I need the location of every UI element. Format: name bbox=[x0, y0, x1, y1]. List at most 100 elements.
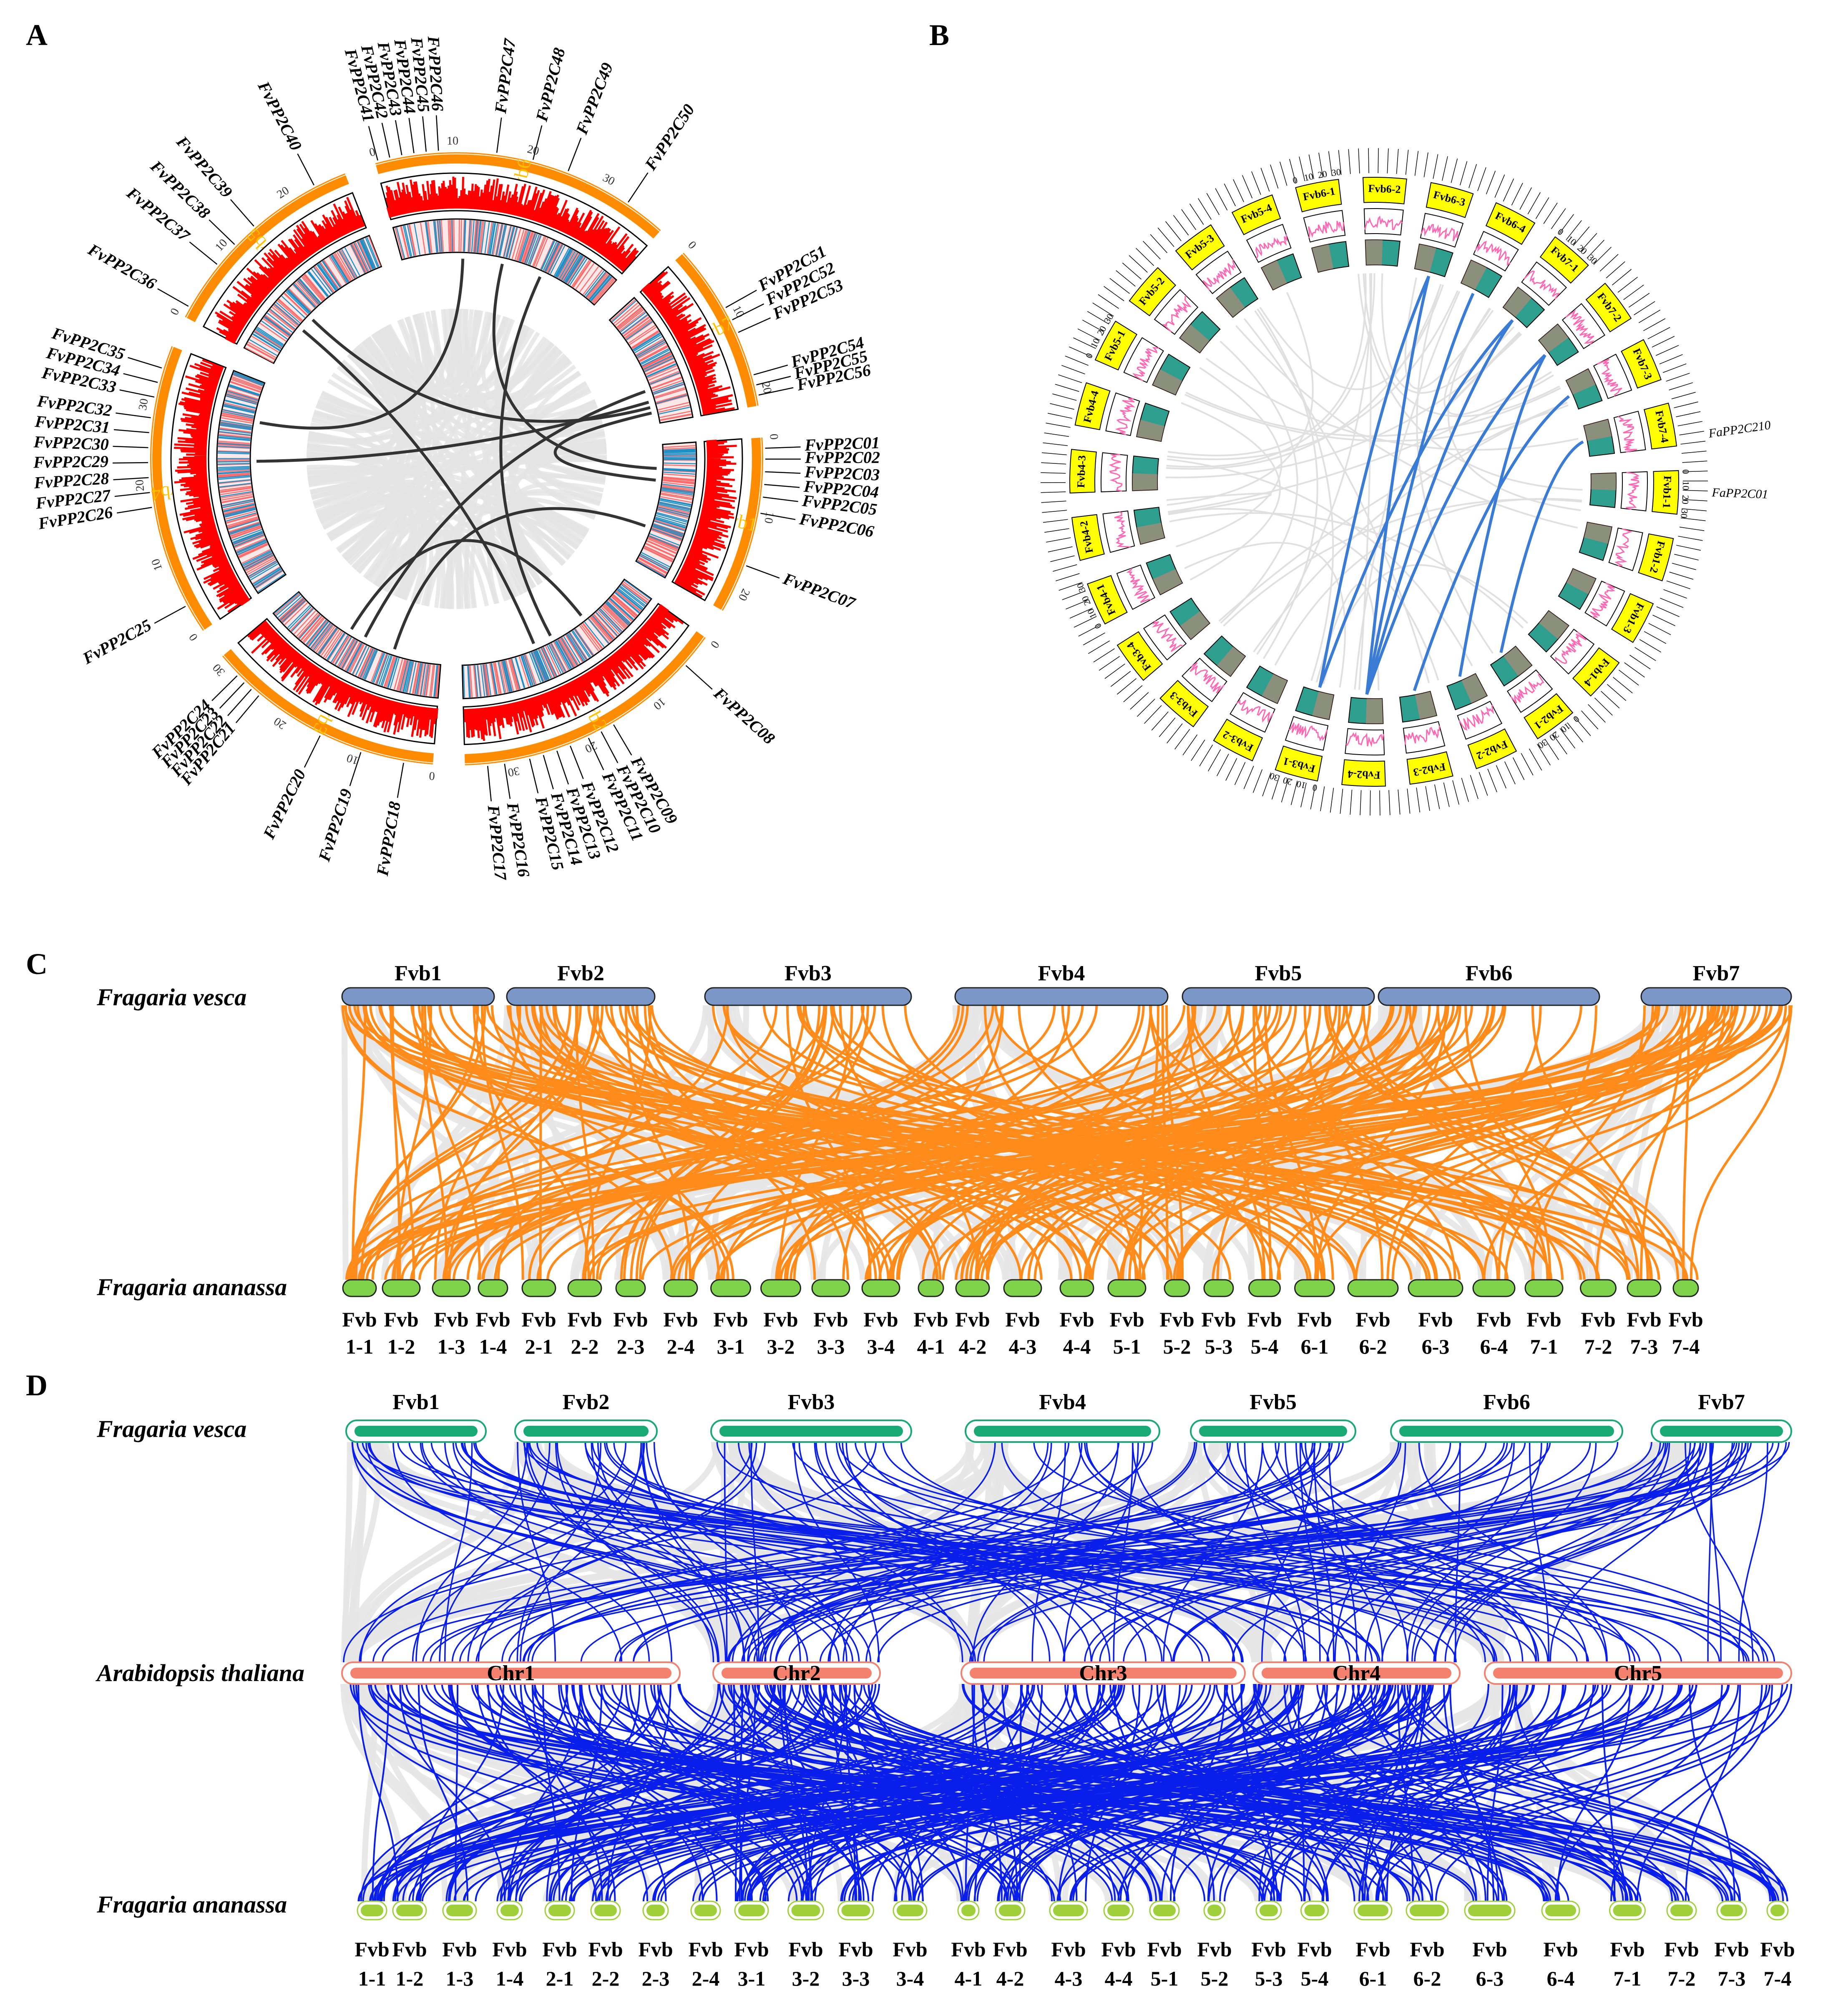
bottom-chromosome-bar bbox=[1294, 1279, 1335, 1297]
segmental-duplication-link bbox=[1318, 319, 1514, 688]
synteny-link bbox=[575, 1005, 595, 1280]
gene-leader-line bbox=[1529, 748, 1542, 771]
heatmap-overlay bbox=[1179, 324, 1210, 353]
synteny-link bbox=[448, 1684, 661, 1902]
top-chromosome-bar bbox=[974, 1426, 1151, 1437]
background-link bbox=[1167, 273, 1367, 456]
bottom-chromosome-sublabel: 2-4 bbox=[667, 1335, 695, 1358]
gene-leader-line bbox=[1206, 193, 1220, 215]
background-link bbox=[510, 399, 596, 579]
synteny-link bbox=[1453, 1442, 1691, 1663]
heatmap-overlay bbox=[1152, 569, 1183, 595]
background-link bbox=[1447, 307, 1581, 511]
synteny-link bbox=[974, 1684, 1043, 1902]
bottom-chromosome-bar bbox=[1164, 1279, 1190, 1297]
gene-leader-line bbox=[1659, 354, 1683, 365]
gene-leader-line bbox=[1157, 227, 1174, 247]
panel-d-bottom-species: Fragaria ananassa bbox=[96, 1891, 287, 1918]
synteny-link bbox=[965, 1684, 975, 1902]
heatmap-overlay bbox=[1461, 673, 1487, 704]
synteny-link bbox=[986, 1005, 1245, 1280]
bottom-chromosome-bar bbox=[1472, 1279, 1516, 1297]
chromosome-box bbox=[1524, 693, 1574, 740]
chromosome-Fvb5-1: Fvb5-1 bbox=[1094, 320, 1191, 396]
chromosome-Fvb6-1: Fvb6-1 bbox=[1295, 179, 1350, 273]
tick-label: 30 bbox=[1586, 252, 1599, 266]
gene-leader-line bbox=[1543, 202, 1558, 224]
synteny-link bbox=[596, 1005, 1003, 1280]
gene-leader-line bbox=[1308, 154, 1314, 179]
chromosome-box bbox=[1638, 533, 1674, 581]
synteny-link bbox=[761, 1442, 1402, 1663]
density-frame bbox=[1550, 629, 1595, 675]
synteny-link bbox=[520, 1684, 1788, 1902]
gene-leader-line bbox=[1680, 440, 1706, 445]
gene-label: FvPP2C25 bbox=[79, 615, 154, 668]
synteny-link bbox=[467, 1442, 766, 1663]
synteny-link bbox=[1244, 1442, 1306, 1663]
chromosome-Fvb5-2: Fvb5-2 bbox=[1129, 267, 1221, 354]
heatmap-red-marks bbox=[218, 373, 283, 589]
segmental-duplication-link bbox=[1413, 395, 1570, 691]
bottom-chromosome-label: Fvb bbox=[1355, 1308, 1390, 1331]
bottom-chromosome-bar bbox=[1410, 1905, 1445, 1916]
gene-leader-line bbox=[1682, 461, 1707, 463]
chromosome-box bbox=[1572, 647, 1620, 697]
panel-b-circos: B Fvb1-1Fvb1-2Fvb1-3Fvb1-4Fvb2-1Fvb2-2Fv… bbox=[929, 18, 1772, 815]
synteny-link bbox=[369, 1684, 1376, 1902]
heatmap-overlay bbox=[1539, 610, 1569, 639]
mid-chromosome-label: Chr4 bbox=[1333, 1661, 1381, 1685]
gene-leader-line bbox=[1503, 178, 1514, 202]
chromosome-Fvb1-1: Fvb1-1 bbox=[1589, 470, 1679, 515]
background-link bbox=[1166, 284, 1442, 470]
synteny-link bbox=[1685, 1442, 1754, 1663]
gene-leader-line bbox=[1078, 624, 1101, 637]
synteny-link bbox=[1483, 1005, 1793, 1280]
background-link bbox=[1181, 402, 1281, 581]
background-link bbox=[1169, 512, 1524, 629]
gene-leader-line bbox=[1644, 631, 1667, 644]
bottom-chromosome-sublabel: 6-1 bbox=[1301, 1335, 1329, 1358]
synteny-link bbox=[1345, 1005, 1686, 1280]
gene-leader-line bbox=[1043, 519, 1068, 523]
gene-density-histogram bbox=[674, 439, 737, 598]
tick-label: 20 bbox=[1317, 169, 1328, 180]
tick-label: 30 bbox=[1536, 737, 1549, 751]
bottom-chromosome-bar bbox=[811, 1279, 850, 1297]
gene-leader-line bbox=[1217, 754, 1229, 776]
gene-leader-line bbox=[1398, 789, 1401, 815]
bottom-chromosome-bar bbox=[382, 1279, 421, 1297]
chromosome-box bbox=[1644, 403, 1677, 450]
synteny-link bbox=[582, 1005, 969, 1280]
gene-leader-line bbox=[1151, 711, 1169, 731]
density-frame bbox=[1102, 510, 1135, 553]
synteny-link bbox=[1187, 1005, 1535, 1280]
heatmap-overlay bbox=[1216, 287, 1245, 317]
synteny-link bbox=[1305, 1442, 1537, 1663]
heatmap-red-marks bbox=[611, 299, 692, 421]
synteny-link bbox=[533, 1005, 1140, 1280]
bottom-chromosome-sublabel: 6-2 bbox=[1359, 1335, 1387, 1358]
bottom-chromosome-bar bbox=[1248, 1279, 1281, 1297]
density-frame bbox=[1620, 471, 1648, 511]
background-link bbox=[454, 1684, 729, 1902]
synteny-link bbox=[555, 1442, 673, 1663]
chromosome-label: Fvb4-3 bbox=[1075, 455, 1088, 488]
background-link bbox=[1166, 333, 1522, 478]
bottom-chromosome-bar bbox=[1613, 1905, 1642, 1916]
chromosome-box bbox=[1485, 202, 1536, 245]
bottom-chromosome-sublabel: 5-2 bbox=[1201, 1967, 1229, 1990]
gene-leader-line bbox=[1055, 573, 1080, 581]
bottom-chromosome-sublabel: 3-4 bbox=[867, 1335, 895, 1358]
top-chromosome-bar bbox=[341, 987, 495, 1006]
synteny-link bbox=[351, 1442, 840, 1663]
synteny-link bbox=[1351, 1684, 1771, 1902]
background-link bbox=[1184, 542, 1346, 688]
synteny-link bbox=[1556, 1684, 1631, 1902]
bottom-chromosome-sublabel: 6-3 bbox=[1476, 1967, 1504, 1990]
tick-label: 10 bbox=[345, 751, 360, 767]
bottom-chromosome-sublabel: 5-1 bbox=[1113, 1335, 1141, 1358]
synteny-link bbox=[1163, 1442, 1263, 1663]
synteny-link bbox=[835, 1442, 1235, 1663]
density-line bbox=[1474, 241, 1511, 266]
